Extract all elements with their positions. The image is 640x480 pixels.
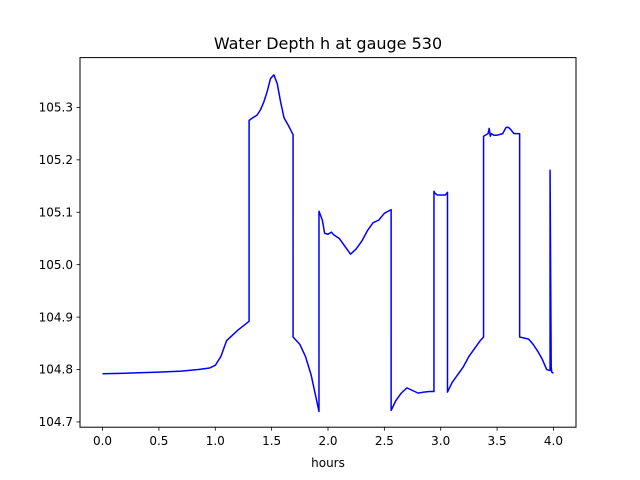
x-tick-label: 0.5 bbox=[149, 434, 168, 448]
series-line-0 bbox=[102, 74, 554, 413]
y-tick-label: 104.9 bbox=[39, 310, 73, 324]
x-tick-label: 1.0 bbox=[206, 434, 225, 448]
y-tick-label: 104.8 bbox=[39, 363, 73, 377]
y-tick-label: 104.7 bbox=[39, 415, 73, 429]
series-layer bbox=[102, 74, 554, 413]
x-tick-label: 3.5 bbox=[488, 434, 507, 448]
y-tick-label: 105.0 bbox=[39, 258, 73, 272]
y-tick-label: 105.1 bbox=[39, 205, 73, 219]
y-axis-ticks: 104.7 104.8 104.9 105.0 105.1 105.2 105.3 bbox=[39, 101, 80, 429]
chart-title: Water Depth h at gauge 530 bbox=[214, 34, 442, 53]
x-tick-label: 4.0 bbox=[544, 434, 563, 448]
y-tick-label: 105.3 bbox=[39, 101, 73, 115]
x-axis-ticks: 0.0 0.5 1.0 1.5 2.0 2.5 3.0 3.5 4.0 bbox=[93, 427, 563, 448]
x-tick-label: 2.0 bbox=[318, 434, 337, 448]
x-tick-label: 3.0 bbox=[431, 434, 450, 448]
x-axis-label: hours bbox=[311, 456, 345, 470]
y-tick-label: 105.2 bbox=[39, 153, 73, 167]
plot-area bbox=[80, 57, 576, 428]
x-tick-label: 1.5 bbox=[262, 434, 281, 448]
x-tick-label: 0.0 bbox=[93, 434, 112, 448]
x-tick-label: 2.5 bbox=[375, 434, 394, 448]
